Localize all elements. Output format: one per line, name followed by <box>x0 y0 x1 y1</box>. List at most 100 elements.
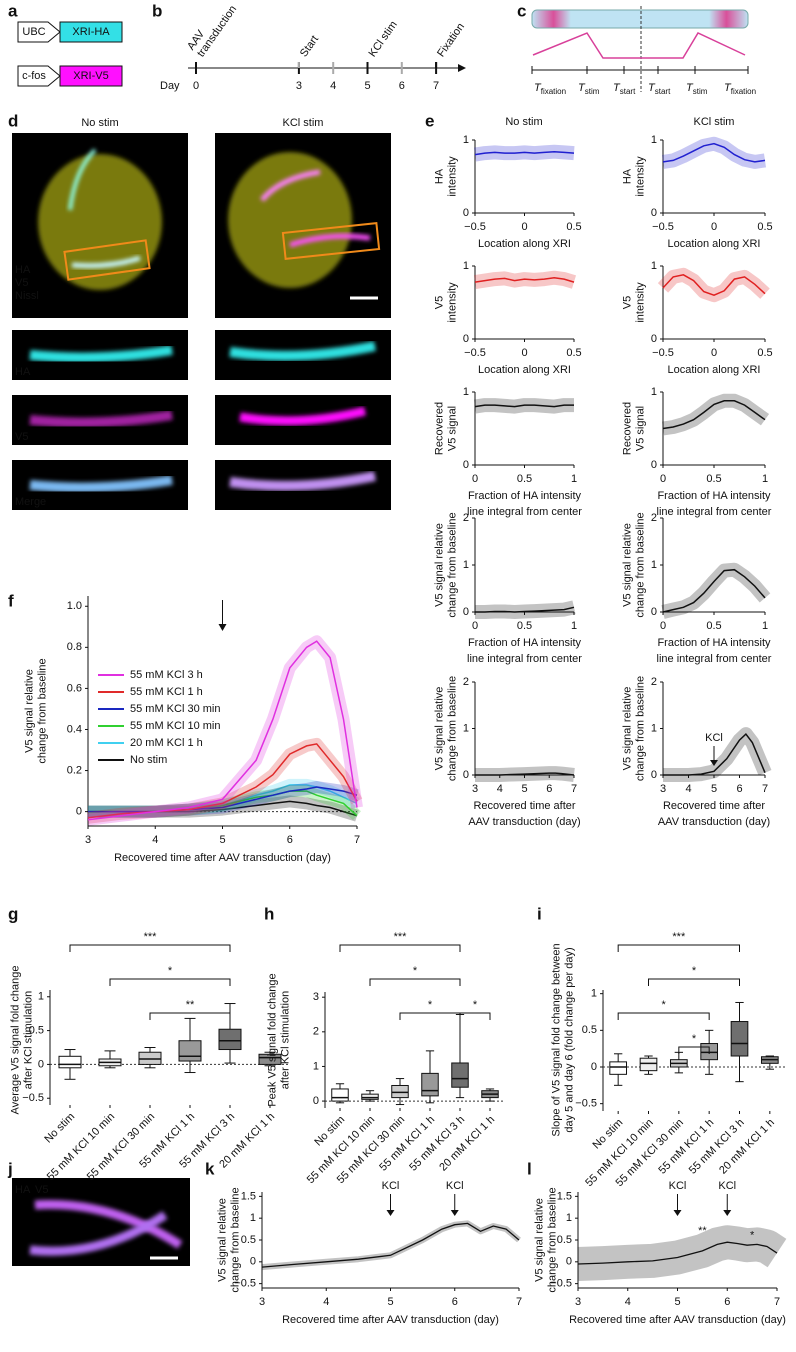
x-tick-label: 0 <box>660 620 666 632</box>
x-axis-label: Location along XRI <box>478 238 571 250</box>
significance: * <box>662 999 667 1011</box>
y-tick-label: 2 <box>463 512 469 524</box>
x-axis-label: Recovered time after <box>473 800 575 812</box>
box <box>639 1057 658 1072</box>
y-tick-label: 0 <box>250 1256 256 1268</box>
y-tick-label: 0 <box>463 606 469 618</box>
x-tick-label: 0 <box>521 347 527 359</box>
panel-label: c <box>517 1 526 20</box>
x-tick-label: 0 <box>472 620 478 632</box>
bracket <box>369 978 461 986</box>
legend-label: No stim <box>130 754 167 766</box>
y-tick-label: 0 <box>566 1256 572 1268</box>
bracket <box>617 944 740 952</box>
roi <box>281 222 381 260</box>
panel-label: e <box>425 111 434 130</box>
time-label: Tstim <box>578 82 600 96</box>
label: V5 signal relative <box>23 669 35 753</box>
x-tick-label: 5 <box>387 1296 393 1308</box>
symbol: T <box>578 82 586 94</box>
x-axis-label: Location along XRI <box>668 364 761 376</box>
y-tick-label: 2 <box>463 676 469 688</box>
label-group: V5 intensity <box>621 282 646 323</box>
label: Start <box>298 33 321 59</box>
y-tick-label: 1 <box>250 1212 256 1224</box>
arrow-head <box>386 1210 395 1216</box>
x-tick-label: 3 <box>575 1296 581 1308</box>
x-tick-label: 4 <box>323 1296 329 1308</box>
fiber <box>29 475 173 493</box>
label: change from baseline <box>634 512 646 617</box>
box <box>421 1072 439 1097</box>
panel-label: d <box>8 111 18 130</box>
significance: *** <box>394 931 408 943</box>
x-tick-label: 4 <box>685 783 691 795</box>
box <box>218 1028 242 1051</box>
x-axis-label: Location along XRI <box>668 238 761 250</box>
x-tick-label: 0 <box>660 473 666 485</box>
y-tick-label: 2 <box>651 512 657 524</box>
label: KCl stim <box>367 19 400 59</box>
line <box>474 404 574 408</box>
label: change from baseline <box>634 676 646 781</box>
y-tick-label: 0 <box>463 207 469 219</box>
panel-label: i <box>537 904 542 923</box>
label: V5 signal relative <box>621 523 633 607</box>
label: Peak V5 signal fold change <box>266 973 278 1106</box>
x-tick-label: 1 <box>762 473 768 485</box>
x-tick-label: 7 <box>774 1296 780 1308</box>
annotation: KCl <box>446 1180 464 1192</box>
fiber <box>34 1200 183 1249</box>
arrow-head <box>673 1210 682 1216</box>
label-group: V5 signal relative change from baseline <box>533 1187 558 1292</box>
tick-label: 5 <box>364 80 370 92</box>
box <box>178 1040 202 1062</box>
box <box>730 1021 749 1057</box>
x-tick-label: 5 <box>674 1296 680 1308</box>
fiber <box>229 341 377 361</box>
bracket <box>149 1012 231 1020</box>
symbol: T <box>648 82 656 94</box>
label: HA <box>15 366 31 378</box>
panel-label: g <box>8 904 18 923</box>
annotation: KCl <box>718 1180 736 1192</box>
line <box>662 274 766 297</box>
y-tick-label: −0.5 <box>550 1278 572 1290</box>
line <box>261 1222 520 1268</box>
x-tick-label: 0.5 <box>566 221 581 233</box>
label: change from baseline <box>446 676 458 781</box>
y-tick-label: 2 <box>313 1026 319 1038</box>
bracket <box>69 944 231 952</box>
x-axis-label: Recovered time after AAV transduction (d… <box>282 1314 499 1326</box>
arrow-head <box>218 624 227 631</box>
y-tick-label: 3 <box>313 991 319 1003</box>
label: V5 signal relative <box>433 523 445 607</box>
x-axis-label: AAV transduction (day) <box>468 816 580 828</box>
event-label: Fixation <box>435 21 467 59</box>
label: V5 <box>621 296 633 309</box>
gene <box>59 21 123 43</box>
label: HA <box>15 1184 31 1196</box>
significance: *** <box>144 931 158 943</box>
fiber <box>289 233 371 248</box>
bracket <box>648 978 740 986</box>
arrow-head <box>723 1210 732 1216</box>
y-tick-label: 0 <box>313 1095 319 1107</box>
line <box>662 142 766 163</box>
y-tick-label: 1 <box>38 991 44 1003</box>
x-tick-label: 4 <box>625 1296 631 1308</box>
bracket <box>339 944 461 952</box>
bracket <box>678 1046 710 1054</box>
micrographs <box>12 133 391 1266</box>
label: intensity <box>634 156 646 197</box>
x-tick-label: −0.5 <box>652 347 674 359</box>
label: Recovered <box>621 402 633 455</box>
x-tick-label: 0 <box>711 347 717 359</box>
category: 20 mM KCl 1 h <box>717 1117 777 1177</box>
y-tick-label: 1 <box>651 134 657 146</box>
label: Nissl <box>15 290 39 302</box>
x-axis-label: Fraction of HA intensity <box>657 637 771 649</box>
label: V5 <box>15 277 28 289</box>
label: V5 <box>35 1184 48 1196</box>
